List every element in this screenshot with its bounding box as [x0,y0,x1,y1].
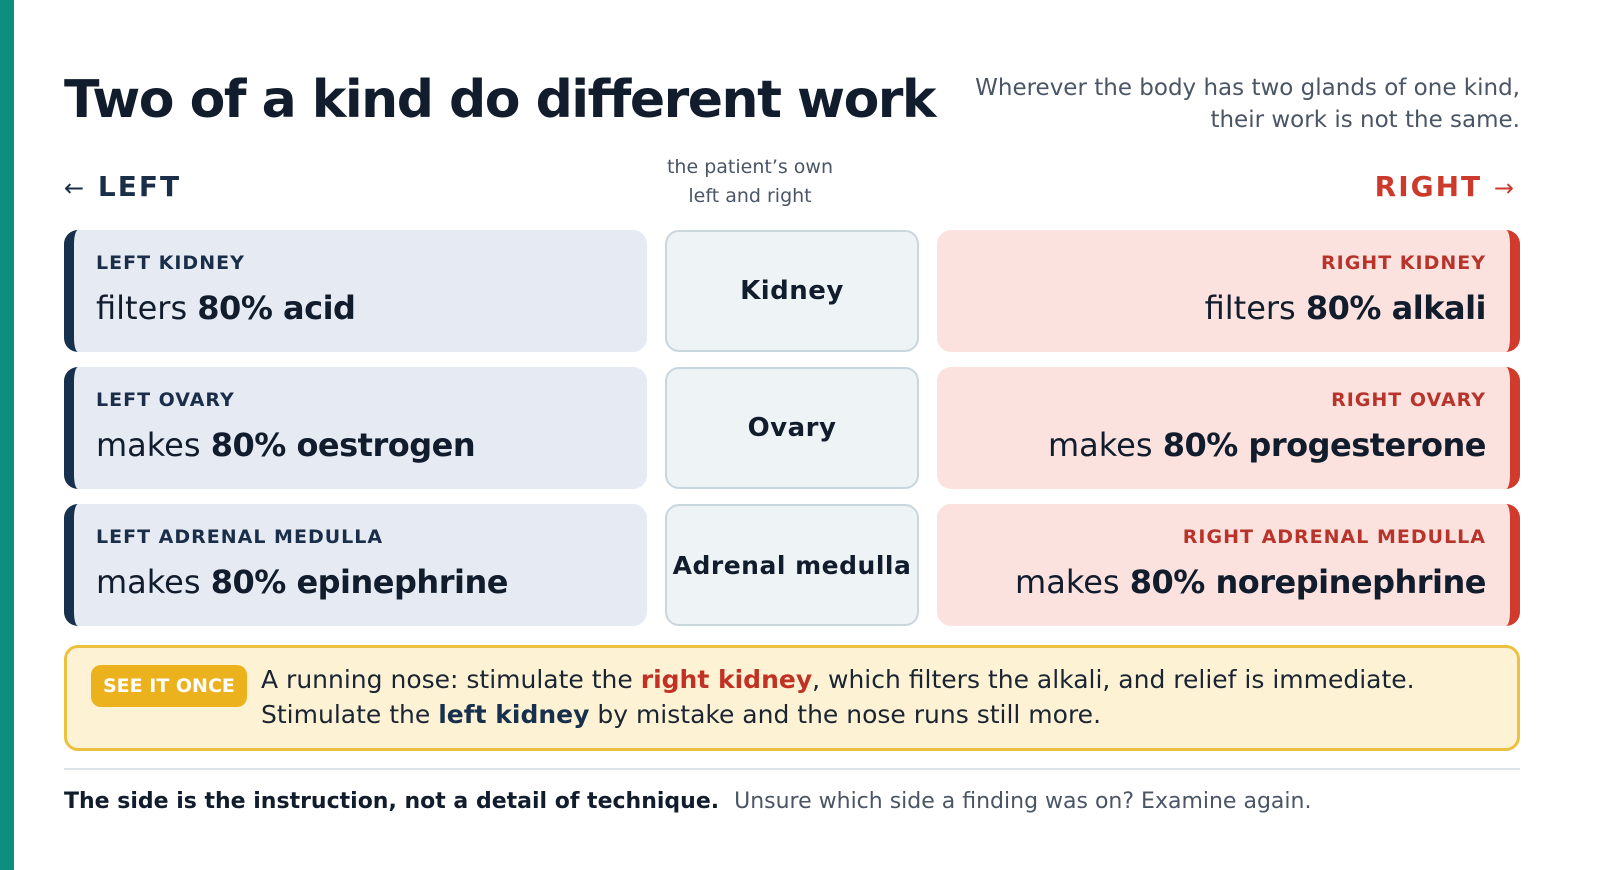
right-kidney-highlight: right kidney [640,665,813,694]
right-ovary-card: RIGHT OVARY makes 80% progesterone [937,367,1520,489]
fact-value: 80% oestrogen [210,426,476,464]
accent-stripe [0,0,14,870]
fact-verb: makes [1047,426,1163,464]
fact-verb: makes [1015,563,1130,601]
see-it-once-badge: SEE IT ONCE [91,665,247,707]
left-adrenal-fact: makes 80% epinephrine [96,562,647,602]
left-ovary-card: LEFT OVARY makes 80% oestrogen [64,367,647,489]
right-arrow-icon: → [1493,174,1516,202]
left-adrenal-card: LEFT ADRENAL MEDULLA makes 80% epinephri… [64,504,647,626]
fact-verb: filters [1204,289,1306,327]
fact-value: 80% progesterone [1162,426,1487,464]
left-side-heading: ← LEFT [64,170,181,203]
fact-verb: makes [96,426,211,464]
right-kidney-card: RIGHT KIDNEY filters 80% alkali [937,230,1520,352]
page-subtitle: Wherever the body has two glands of one … [900,72,1520,136]
right-side-heading: RIGHT → [1375,170,1516,203]
left-kidney-highlight: left kidney [438,700,590,729]
right-ovary-fact: makes 80% progesterone [937,425,1487,465]
fact-value: 80% norepinephrine [1129,563,1487,601]
callout-text: A running nose: stimulate the right kidn… [261,662,1415,732]
left-side-label: LEFT [97,170,182,203]
patient-note-line-1: the patient’s own [666,156,834,178]
patient-side-note: the patient’s own left and right [640,153,860,211]
fact-verb: makes [96,563,211,601]
left-kidney-card: LEFT KIDNEY filters 80% acid [64,230,647,352]
fact-value: 80% alkali [1305,289,1487,327]
patient-note-line-2: left and right [688,185,812,207]
right-ovary-label: RIGHT OVARY [1331,389,1486,411]
right-adrenal-label: RIGHT ADRENAL MEDULLA [1182,526,1486,548]
callout-text-segment: , which filters the alkali, and relief i… [812,665,1415,694]
callout-text-segment: by mistake and the nose runs still more. [589,700,1102,729]
right-adrenal-card: RIGHT ADRENAL MEDULLA makes 80% norepine… [937,504,1520,626]
right-adrenal-fact: makes 80% norepinephrine [937,562,1486,602]
callout-line-1: A running nose: stimulate the right kidn… [261,662,1415,697]
left-ovary-fact: makes 80% oestrogen [96,425,647,465]
example-callout: SEE IT ONCE A running nose: stimulate th… [64,645,1520,751]
left-kidney-fact: filters 80% acid [96,288,647,328]
footer-rest: Unsure which side a finding was on? Exam… [734,789,1312,814]
left-adrenal-label: LEFT ADRENAL MEDULLA [96,526,384,548]
organ-ovary: Ovary [665,367,919,489]
footer-lead: The side is the instruction, not a detai… [64,789,720,814]
comparison-row-adrenal-medulla: LEFT ADRENAL MEDULLA makes 80% epinephri… [64,504,1520,626]
callout-line-2: Stimulate the left kidney by mistake and… [261,697,1415,732]
page-title: Two of a kind do different work [64,70,937,130]
organ-adrenal-medulla: Adrenal medulla [665,504,919,626]
left-ovary-label: LEFT OVARY [96,389,235,411]
left-arrow-icon: ← [64,174,87,202]
comparison-row-ovary: LEFT OVARY makes 80% oestrogen Ovary RIG… [64,367,1520,489]
organ-kidney: Kidney [665,230,919,352]
right-kidney-fact: filters 80% alkali [937,288,1487,328]
fact-value: 80% acid [197,289,356,327]
callout-text-segment: Stimulate the [261,700,439,729]
fact-value: 80% epinephrine [210,563,509,601]
left-kidney-label: LEFT KIDNEY [96,252,245,274]
fact-verb: filters [96,289,198,327]
callout-text-segment: A running nose: stimulate the [261,665,641,694]
subtitle-line-2: their work is not the same. [1210,107,1520,133]
footer-divider [64,768,1520,770]
right-side-label: RIGHT [1374,170,1483,203]
right-kidney-label: RIGHT KIDNEY [1321,252,1486,274]
subtitle-line-1: Wherever the body has two glands of one … [975,75,1520,101]
comparison-row-kidney: LEFT KIDNEY filters 80% acid Kidney RIGH… [64,230,1520,352]
footer-note: The side is the instruction, not a detai… [64,786,1311,818]
